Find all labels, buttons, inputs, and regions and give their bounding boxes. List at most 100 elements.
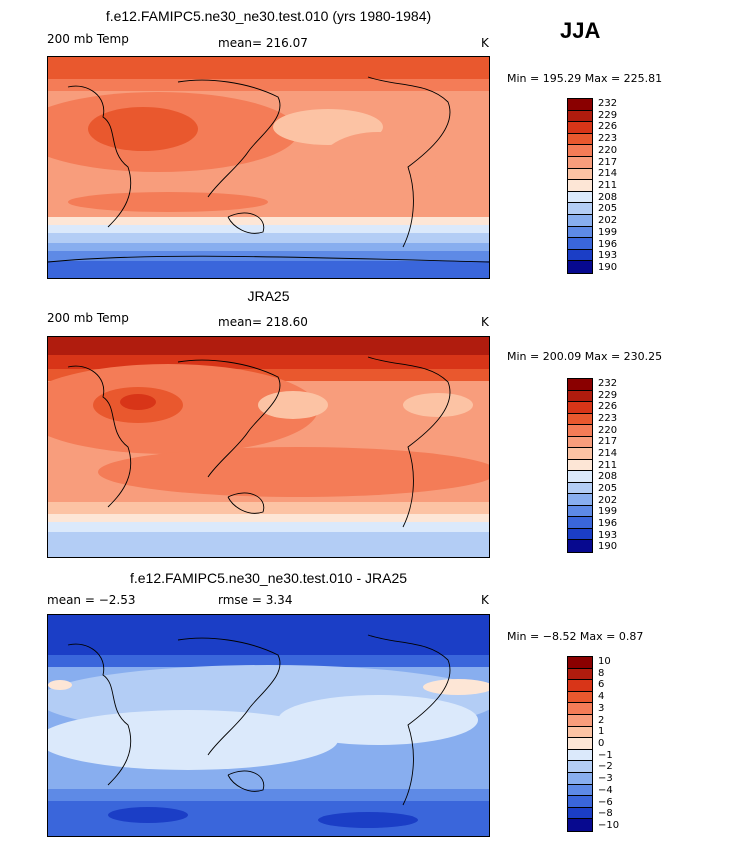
colorbar-swatch [568, 110, 592, 123]
colorbar-swatch [568, 540, 592, 552]
panel-3-mean-label: mean = −2.53 [47, 593, 136, 607]
panel-2-left-label: 200 mb Temp [47, 311, 129, 325]
colorbar-swatch [568, 238, 592, 250]
colorbar-swatch [568, 180, 592, 192]
colorbar-swatch [568, 772, 592, 785]
colorbar-tick-label: 226 [598, 401, 618, 413]
colorbar-swatch [568, 168, 592, 181]
colorbar-swatch [568, 459, 592, 472]
colorbar-tick-label: 232 [598, 377, 618, 389]
colorbar-swatch [568, 448, 592, 460]
colorbar-swatch [568, 145, 592, 157]
season-label: JJA [560, 18, 601, 43]
colorbar-tick-label: 8 [598, 667, 605, 679]
panel-2-field [48, 337, 489, 557]
colorbar-tick-label: 217 [598, 436, 618, 448]
colorbar-swatch [568, 249, 592, 262]
colorbar-swatch [568, 807, 592, 820]
colorbar-tick-label: 6 [598, 679, 605, 691]
panel-3-field [48, 615, 489, 836]
colorbar-tick-label: 193 [598, 529, 618, 541]
colorbar-swatch [568, 436, 592, 449]
colorbar-tick-label: 211 [598, 180, 618, 191]
colorbar-tick-label: 214 [598, 168, 618, 180]
colorbar-tick-label: 202 [598, 215, 618, 227]
colorbar-swatch [568, 471, 592, 483]
panel-3-rmse-label: rmse = 3.34 [218, 593, 293, 607]
colorbar-swatch [568, 703, 592, 715]
colorbar-swatch [568, 261, 592, 273]
colorbar-tick-label: 229 [598, 109, 618, 121]
colorbar-tick-label: −10 [598, 820, 620, 832]
colorbar-tick-label: 223 [598, 133, 618, 145]
colorbar-tick-label: 2 [598, 714, 605, 726]
colorbar-tick-label: 199 [598, 506, 618, 518]
colorbar-tick-label: 226 [598, 121, 618, 133]
colorbar-swatch [568, 784, 592, 797]
colorbar-swatch [568, 133, 592, 146]
colorbar-tick-label: −8 [598, 808, 613, 820]
colorbar-tick-label: 0 [598, 738, 605, 749]
panel-2-units: K [481, 315, 489, 329]
colorbar-swatch [568, 99, 592, 111]
panel-1-units: K [481, 36, 489, 50]
colorbar-tick-label: 214 [598, 447, 618, 459]
colorbar-tick-label: 232 [598, 97, 618, 109]
colorbar-swatch [568, 657, 592, 669]
colorbar-swatch [568, 738, 592, 750]
colorbar-swatch [568, 402, 592, 414]
colorbar-tick-label: 223 [598, 412, 618, 424]
colorbar-tick-label: 202 [598, 494, 618, 506]
colorbar-tick-label: −3 [598, 773, 613, 785]
colorbar-swatch [568, 494, 592, 506]
panel-2-colorbar [567, 378, 593, 553]
colorbar-swatch [568, 714, 592, 727]
panel-2-mean-label: mean= 218.60 [218, 315, 308, 329]
colorbar-tick-label: 208 [598, 471, 618, 483]
panel-1-title: f.e12.FAMIPC5.ne30_ne30.test.010 (yrs 19… [105, 8, 432, 24]
colorbar-swatch [568, 517, 592, 529]
panel-1-field [48, 57, 489, 278]
panel-1-stats: Min = 195.29 Max = 225.81 [507, 72, 663, 85]
panel-2-stats: Min = 200.09 Max = 230.25 [507, 350, 663, 363]
panel-3-map [47, 614, 490, 837]
panel-3-colorbar [567, 656, 593, 832]
colorbar-tick-label: 220 [598, 424, 618, 436]
panel-3-units: K [481, 593, 489, 607]
colorbar-swatch [568, 528, 592, 541]
panel-1-mean-label: mean= 216.07 [218, 36, 308, 50]
colorbar-tick-label: 229 [598, 389, 618, 401]
colorbar-tick-label: 205 [598, 203, 618, 215]
panel-2-map [47, 336, 490, 558]
colorbar-swatch [568, 482, 592, 495]
colorbar-tick-label: 1 [598, 726, 605, 738]
panel-1-map [47, 56, 490, 279]
colorbar-tick-label: 4 [598, 691, 605, 703]
colorbar-swatch [568, 214, 592, 227]
colorbar-swatch [568, 226, 592, 239]
colorbar-swatch [568, 691, 592, 704]
colorbar-swatch [568, 749, 592, 762]
colorbar-tick-label: 196 [598, 238, 618, 250]
panel-2-title: JRA25 [247, 288, 290, 304]
colorbar-swatch [568, 191, 592, 204]
panel-3-title: f.e12.FAMIPC5.ne30_ne30.test.010 - JRA25 [129, 570, 408, 586]
colorbar-tick-label: −2 [598, 761, 613, 773]
colorbar-tick-label: 199 [598, 226, 618, 238]
colorbar-swatch [568, 505, 592, 518]
colorbar-tick-label: 190 [598, 262, 618, 274]
colorbar-swatch [568, 203, 592, 215]
colorbar-swatch [568, 122, 592, 134]
colorbar-tick-label: −6 [598, 796, 613, 808]
colorbar-swatch [568, 413, 592, 426]
colorbar-tick-label: 211 [598, 459, 618, 471]
colorbar-tick-label: 190 [598, 541, 618, 553]
colorbar-swatch [568, 390, 592, 403]
colorbar-swatch [568, 819, 592, 831]
colorbar-swatch [568, 425, 592, 437]
colorbar-swatch [568, 156, 592, 169]
colorbar-swatch [568, 761, 592, 773]
colorbar-tick-label: 10 [598, 655, 611, 667]
colorbar-tick-label: 196 [598, 517, 618, 529]
panel-1-colorbar [567, 98, 593, 274]
